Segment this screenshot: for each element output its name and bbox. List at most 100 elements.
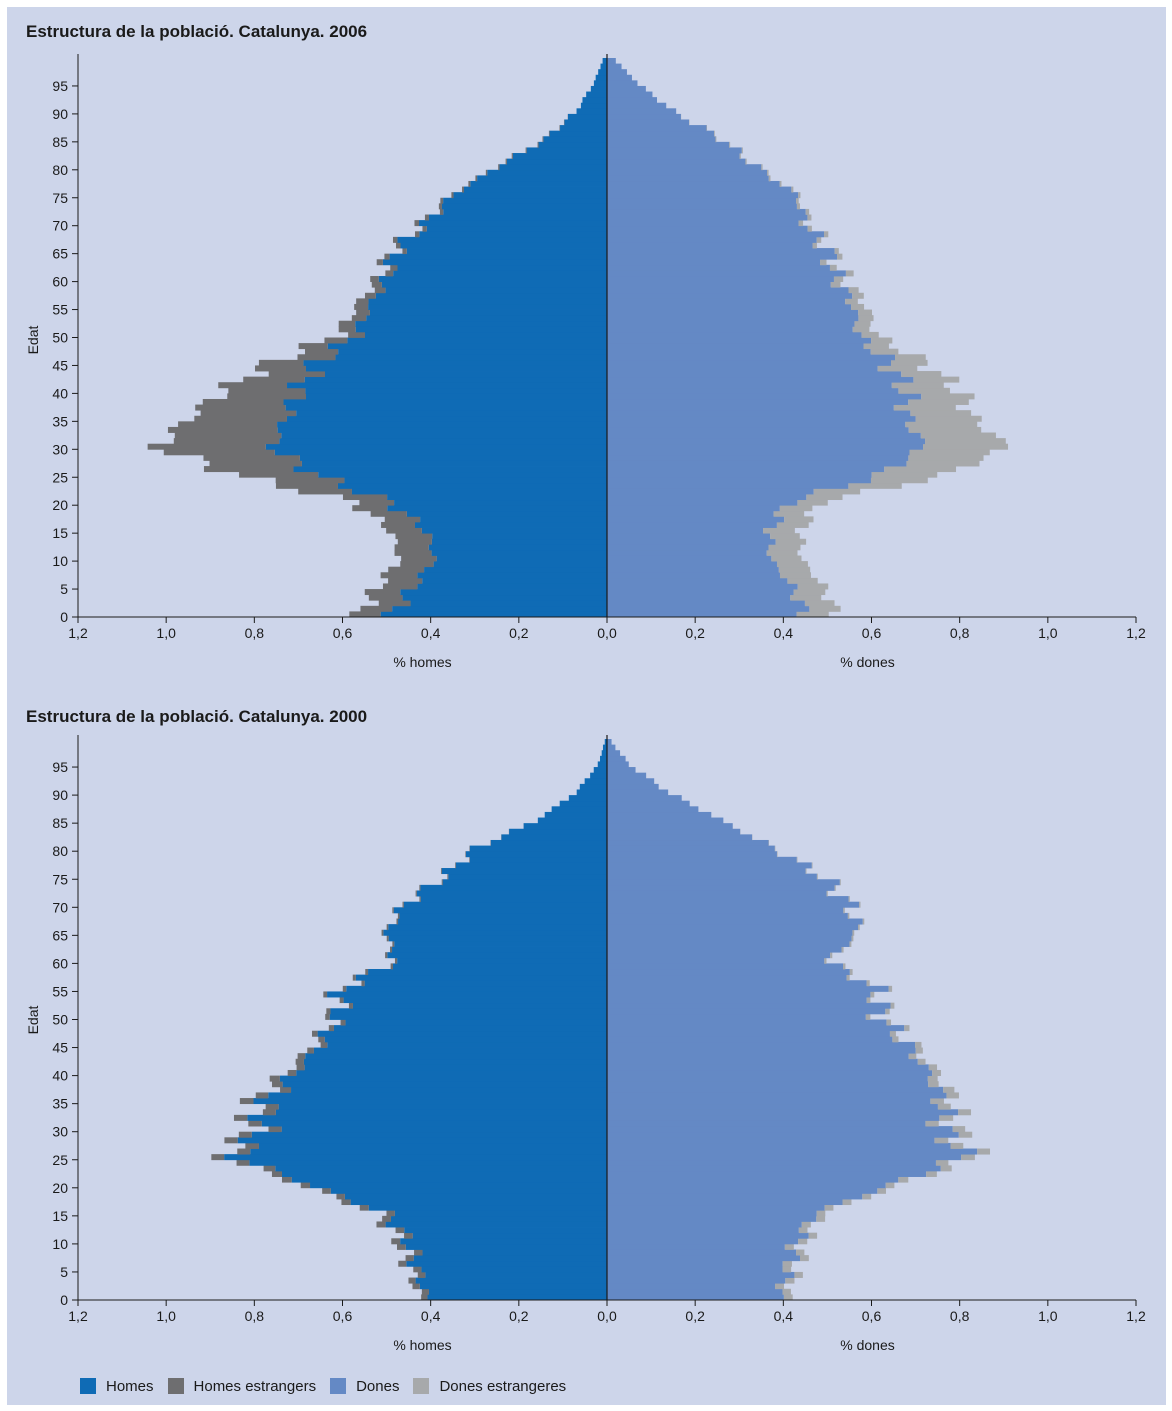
bar-homes-age-62 xyxy=(392,946,607,953)
bar-homes-estrangers-age-78 xyxy=(469,856,470,863)
bar-dones-estrangeres-age-22 xyxy=(813,488,861,495)
bar-dones-age-54 xyxy=(607,991,871,998)
y-tick-label-0: 0 xyxy=(60,609,68,625)
y-tick-label-85: 85 xyxy=(52,815,68,831)
bar-dones-age-51 xyxy=(607,326,853,333)
bar-homes-age-41 xyxy=(287,382,607,389)
bar-dones-age-19 xyxy=(607,1187,878,1194)
y-tick-label-70: 70 xyxy=(52,899,68,915)
bar-dones-age-5 xyxy=(607,1266,783,1273)
bar-dones-age-88 xyxy=(607,119,690,126)
bar-homes-age-78 xyxy=(469,856,607,863)
y-tick-label-30: 30 xyxy=(52,1124,68,1140)
bar-dones-age-4 xyxy=(607,589,794,596)
bar-dones-estrangeres-age-69 xyxy=(807,225,812,232)
bar-dones-estrangeres-age-48 xyxy=(863,343,889,350)
y-tick-label-60: 60 xyxy=(52,274,68,290)
bar-homes-estrangers-age-26 xyxy=(203,466,294,473)
bar-homes-age-89 xyxy=(567,113,607,120)
bar-dones-estrangeres-age-80 xyxy=(761,164,763,171)
bar-dones-estrangeres-age-86 xyxy=(714,130,715,137)
bar-dones-estrangeres-age-62 xyxy=(829,264,837,271)
bar-homes-estrangers-age-70 xyxy=(414,220,420,227)
bar-dones-estrangeres-age-44 xyxy=(915,1047,923,1054)
bar-dones-age-22 xyxy=(607,488,814,495)
x-tick-label-12: 1,2 xyxy=(1126,1308,1146,1324)
bar-dones-age-15 xyxy=(607,1210,817,1217)
bar-homes-estrangers-age-64 xyxy=(384,253,390,260)
bar-homes-age-0 xyxy=(380,611,607,618)
bar-homes-age-37 xyxy=(285,404,607,411)
bar-homes-estrangers-age-40 xyxy=(228,387,306,394)
bar-dones-estrangeres-age-77 xyxy=(811,862,813,869)
population-pyramid-2000: 0 5 10 15 20 25 30 35 40 45 50 55 60 65 70 75 80 85 90 95 1,… xyxy=(25,735,1146,1353)
bar-homes-age-17 xyxy=(350,1199,607,1206)
bar-homes-estrangers-age-38 xyxy=(202,398,284,405)
bar-homes-age-36 xyxy=(296,410,607,417)
bar-homes-age-88 xyxy=(564,119,607,126)
bar-dones-estrangeres-age-37 xyxy=(893,404,956,411)
bar-dones-age-22 xyxy=(607,1170,927,1177)
bar-homes-estrangers-age-37 xyxy=(280,1086,292,1093)
bar-homes-estrangers-age-19 xyxy=(352,505,388,512)
bar-homes-estrangers-age-53 xyxy=(351,315,367,322)
bar-dones-estrangeres-age-47 xyxy=(870,348,899,355)
bar-dones-age-18 xyxy=(607,1193,863,1200)
bar-homes-age-77 xyxy=(470,180,607,187)
bar-homes-age-26 xyxy=(250,1148,607,1155)
bar-homes-estrangers-age-72 xyxy=(415,890,417,897)
bar-homes-estrangers-age-22 xyxy=(271,1170,282,1177)
bar-dones-estrangeres-age-82 xyxy=(739,153,741,160)
bar-dones-estrangeres-age-49 xyxy=(871,337,893,344)
bar-dones-estrangeres-age-4 xyxy=(794,1271,803,1278)
bar-dones-age-58 xyxy=(607,969,850,976)
bar-homes-estrangers-age-17 xyxy=(384,516,421,523)
legend-label-homes: Homes xyxy=(106,1377,154,1395)
x-tick-label-0: 1,2 xyxy=(68,625,88,641)
bar-dones-estrangeres-age-6 xyxy=(787,577,818,584)
bar-dones-age-10 xyxy=(607,555,772,562)
bar-homes-age-90 xyxy=(576,108,607,115)
bar-dones-age-6 xyxy=(607,1260,783,1267)
bar-homes-age-40 xyxy=(305,387,607,394)
legend-swatch-dones xyxy=(330,1378,347,1394)
bar-homes-estrangers-age-48 xyxy=(328,1025,334,1032)
bar-homes-age-87 xyxy=(551,806,607,813)
bar-homes-estrangers-age-7 xyxy=(405,1255,414,1262)
bar-homes-age-9 xyxy=(433,561,607,568)
bar-dones-estrangeres-age-2 xyxy=(775,1283,785,1290)
bar-dones-age-17 xyxy=(607,1199,843,1206)
y-tick-label-95: 95 xyxy=(52,759,68,775)
y-tick-label-60: 60 xyxy=(52,955,68,971)
bar-homes-age-13 xyxy=(431,538,607,545)
bar-dones-estrangeres-age-61 xyxy=(845,270,854,277)
bar-homes-estrangers-age-84 xyxy=(537,141,539,148)
bar-dones-estrangeres-age-42 xyxy=(917,1058,926,1065)
bar-dones-estrangeres-age-75 xyxy=(798,192,801,199)
bar-dones-age-78 xyxy=(607,856,797,863)
y-tick-label-0: 0 xyxy=(60,1292,68,1308)
bar-dones-estrangeres-age-78 xyxy=(796,856,798,863)
bar-homes-estrangers-age-77 xyxy=(468,180,471,187)
bar-homes-age-74 xyxy=(443,197,607,204)
bar-dones-age-55 xyxy=(607,303,852,310)
bar-dones-age-24 xyxy=(607,477,871,484)
bar-dones-estrangeres-age-34 xyxy=(937,1103,951,1110)
bar-homes-age-57 xyxy=(375,292,607,299)
bar-homes-age-36 xyxy=(268,1092,607,1099)
bar-dones-estrangeres-age-51 xyxy=(885,1008,890,1015)
bar-homes-age-37 xyxy=(291,1086,607,1093)
bar-homes-age-74 xyxy=(442,879,607,886)
bar-homes-age-93 xyxy=(586,91,607,98)
bar-homes-age-1 xyxy=(392,605,607,612)
x-tick-label-8: 0,4 xyxy=(774,625,794,641)
bar-dones-age-99 xyxy=(607,739,612,746)
bar-homes-estrangers-age-47 xyxy=(312,1030,318,1037)
bar-dones-age-86 xyxy=(607,811,712,818)
bar-homes-estrangers-age-76 xyxy=(462,186,464,193)
bar-homes-estrangers-age-26 xyxy=(237,1148,251,1155)
bar-dones-age-69 xyxy=(607,225,808,232)
bar-dones-age-61 xyxy=(607,270,846,277)
bar-homes-age-99 xyxy=(604,739,607,746)
bar-dones-age-76 xyxy=(607,868,806,875)
